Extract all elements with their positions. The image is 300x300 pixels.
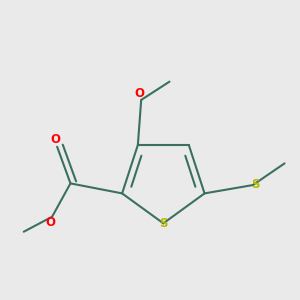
Text: S: S: [251, 178, 260, 191]
Text: S: S: [159, 217, 168, 230]
Text: O: O: [50, 133, 61, 146]
Text: O: O: [134, 87, 145, 100]
Text: O: O: [46, 216, 56, 229]
